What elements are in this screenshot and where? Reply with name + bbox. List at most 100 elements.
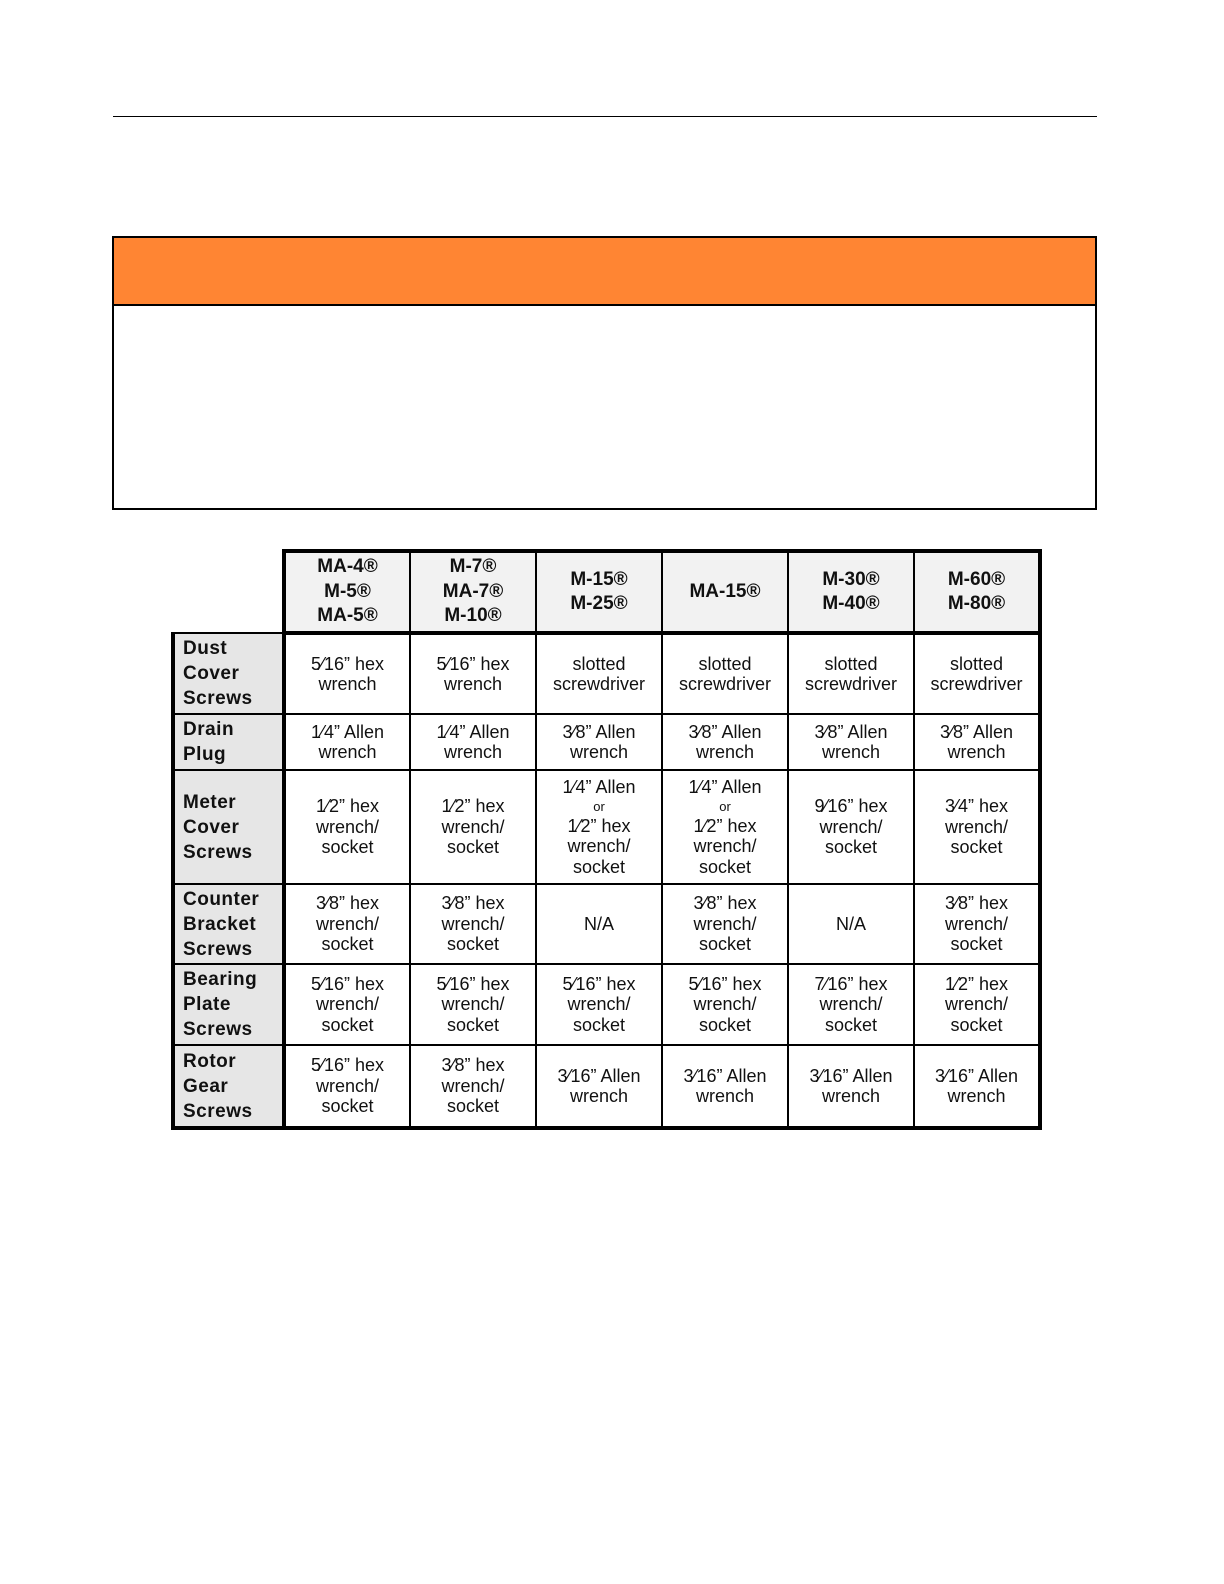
table-cell: 1⁄2” hex wrench/socket [913,963,1042,1046]
table-cell: 5⁄16” hex wrench/socket [283,963,411,1046]
table-cell: 3⁄16” Allen wrench [661,1044,789,1130]
cell-line: socket [950,837,1003,858]
cell-line: wrench/ [315,913,380,934]
cell-line: M-30® [822,568,880,590]
cell-line: wrench/ [567,836,631,856]
cell-line: slotted [949,653,1004,674]
cell-line: socket [698,1014,752,1035]
cell-line: 1⁄4” Allen [310,721,385,742]
cell-line: or [593,798,605,814]
table-row: Bearing Plate Screws 5⁄16” hex wrench/socket… [171,963,1042,1046]
cell-line: M-25® [570,593,628,614]
table-cell: 1⁄4” Allen or 1⁄2” hex wrench/socket [535,769,663,885]
row-label: Drain Plug [171,713,286,771]
cell-line: Plate [183,994,231,1015]
cell-line: socket [446,1096,500,1117]
cell-line: wrench/ [819,816,883,837]
cell-line: socket [950,1014,1003,1035]
cell-line: M-60® [947,568,1006,590]
table-cell: N/A [787,883,915,965]
cell-line: Meter [183,791,237,813]
table-cell: 3⁄8” hex wrench/socket [661,883,789,965]
table-cell: 3⁄8” Allen wrench [661,713,789,771]
cell-line: wrench/ [315,1075,380,1096]
cell-line: 3⁄8” hex [944,893,1009,914]
cell-line: 1⁄2” hex [315,796,380,817]
table-cell: slotted screwdriver [535,632,663,715]
table-cell: 3⁄8” hex wrench/socket [913,883,1042,965]
table-cell: 9⁄16” hex wrench/socket [787,769,915,885]
table-cell: slotted screwdriver [913,632,1042,715]
cell-line: wrench [318,742,377,762]
cell-line: Bracket [183,913,257,935]
table-cell: 3⁄8” Allen wrench [535,713,663,771]
cell-line: MA-5® [317,605,378,627]
table-cell: 1⁄4” Allen or 1⁄2” hex wrench/socket [661,769,789,885]
cell-line: wrench/ [441,816,505,837]
column-header: M-30® M-40® [787,549,915,635]
cell-line: socket [321,1014,374,1035]
cell-line: slotted [572,653,626,674]
cell-line: Screws [183,841,253,863]
cell-line: wrench [443,742,503,762]
cell-line: socket [572,856,626,877]
cell-line: slotted [824,653,878,674]
cell-line: 1⁄2” hex [944,973,1009,994]
table-cell: 5⁄16” hex wrench [283,632,411,715]
table-cell: 5⁄16” hex wrench/socket [661,963,789,1046]
cell-line: socket [824,1014,878,1035]
cell-line: Screws [183,938,253,960]
table-cell: 3⁄4” hex wrench/socket [913,769,1042,885]
cell-line: wrench [821,1086,881,1106]
cell-line: 5⁄16” hex [688,973,762,994]
cell-line: 1⁄2” hex [567,815,631,836]
callout-box [112,236,1097,510]
cell-line: wrench [947,742,1006,762]
cell-line: 5⁄16” hex [310,973,385,994]
cell-line: M-80® [947,593,1006,614]
cell-line: socket [321,1096,374,1117]
cell-line: wrench [695,1086,755,1106]
table-cell: 5⁄16” hex wrench/socket [535,963,663,1046]
cell-line: wrench/ [315,816,380,837]
column-header: MA-4® M-5® MA-5® [282,549,411,635]
table-cell: 3⁄16” Allen wrench [787,1044,915,1130]
cell-line: socket [698,934,752,955]
table-row: Drain Plug 1⁄4” Allen wrench 1⁄4” Allen wrenc… [171,713,1042,771]
cell-line: M-5® [324,580,371,602]
cell-line: wrench [569,742,629,762]
cell-line: wrench/ [944,994,1009,1015]
cell-line: screwdriver [678,674,771,694]
cell-line: Cover [183,816,240,838]
cell-line: Screws [183,688,253,709]
cell-line: wrench/ [567,994,631,1015]
table-cell: slotted screwdriver [661,632,789,715]
cell-line: wrench [821,742,881,762]
table-cell: N/A [535,883,663,965]
table-cell: 1⁄2” hex wrench/socket [283,769,411,885]
table-corner [173,551,284,633]
row-label: Rotor Gear Screws [171,1044,286,1130]
cell-line: slotted [698,653,752,674]
cell-line: M-15® [570,568,628,590]
cell-line: Cover [183,663,240,684]
cell-line: 1⁄2” hex [441,796,505,817]
cell-line: 5⁄16” hex [310,1055,385,1076]
cell-line: 1⁄4” Allen [436,721,510,742]
cell-line: wrench/ [944,913,1009,934]
cell-line: 3⁄8” hex [441,1055,505,1076]
cell-line: 3⁄16” Allen [557,1065,641,1086]
table-cell: 5⁄16” hex wrench [409,632,537,715]
cell-line: 5⁄16” hex [310,653,385,674]
cell-line: 9⁄16” hex [814,796,888,817]
cell-line: wrench/ [441,994,505,1015]
cell-line: wrench [318,674,377,694]
cell-line: 3⁄8” Allen [562,721,636,742]
cell-line: Bearing [183,969,258,990]
cell-line: MA-15® [689,580,761,602]
cell-line: 3⁄8” Allen [939,721,1014,742]
cell-line: wrench/ [693,836,757,856]
cell-line: socket [321,934,374,955]
row-label: Bearing Plate Screws [171,963,286,1046]
cell-line: 3⁄16” Allen [934,1065,1019,1086]
